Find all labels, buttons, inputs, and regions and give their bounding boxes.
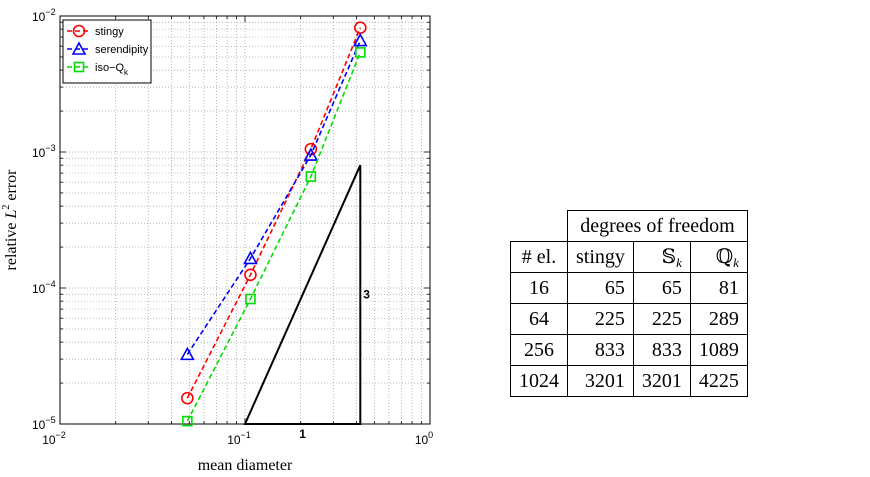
table-row: 256 833 833 1089 [510,334,748,366]
slope-run-label: 1 [299,427,306,441]
table-cell: 4225 [689,365,748,397]
table-column-headers: # el. stingy 𝕊k ℚk [510,241,748,273]
series-square-line [186,52,362,422]
series-square-point [305,171,317,182]
series-triangle [180,32,368,361]
slope-triangle: 1 3 [243,164,370,441]
series-square [182,47,366,427]
table-cell: 3201 [632,365,691,397]
series-circle-point [181,391,194,405]
data-series [180,21,368,427]
legend-marker [71,41,87,55]
series-triangle-point [303,147,319,161]
series-triangle-point [352,32,368,47]
dof-table: degrees of freedom # el. stingy 𝕊k ℚk 16 65 6… [510,210,748,397]
series-square-point [182,415,193,427]
series-triangle-point [180,346,195,361]
series-circle-point [244,268,257,282]
legend-label: serendipity [95,44,149,56]
table-row: 1024 3201 3201 4225 [510,365,748,397]
table-cell: 64 [510,303,568,335]
convergence-chart: 1 3 10−2 10−1 100 10−5 10−4 10−3 10−2 mean di… [1,7,433,474]
table-group-header: degrees of freedom [567,210,748,242]
table-cell: 16 [510,272,568,304]
table-row: 16 65 65 81 [510,272,748,304]
legend-label: iso−Qk [95,62,129,77]
axis-ticks [59,16,430,425]
legend-entry: serendipity [67,41,149,56]
table-cell: 65 [567,272,634,304]
series-triangle-point [243,250,258,265]
table-cell: 833 [632,334,691,366]
y-tick-labels: 10−5 10−4 10−3 10−2 [32,7,56,432]
x-tick-label: 10−1 [227,430,251,447]
table-cell: 289 [689,303,748,335]
legend-label: stingy [95,26,124,38]
series-square-point [245,293,256,305]
y-tick-label: 10−4 [32,279,56,296]
x-tick-label: 10−2 [42,430,66,447]
legend-marker [72,24,86,38]
x-axis-label: mean diameter [198,457,293,474]
table-cell: 1024 [510,365,568,397]
series-triangle-line [186,40,362,355]
x-tick-label: 100 [415,430,433,447]
slope-rise-label: 3 [363,288,370,302]
table-column-header: ℚk [689,241,748,273]
series-circle-line [186,27,362,399]
table-body: 16 65 65 81 64 225 225 289 256 833 833 1089 1024 3201… [510,272,748,397]
slope-triangle-shape [243,164,362,425]
legend-entry: stingy [67,24,124,38]
table-column-header: # el. [510,241,568,273]
table-cell: 256 [510,334,568,366]
legend-entry: iso−Qk [67,61,129,77]
table-cell: 81 [689,272,748,304]
table-cell: 3201 [567,365,634,397]
series-square-point [355,47,366,58]
legend-marker [73,61,85,73]
table-cell: 833 [567,334,634,366]
y-tick-label: 10−3 [32,143,56,160]
legend: stingy serendipity iso−Qk [62,19,152,84]
table-cell: 225 [567,303,634,335]
x-tick-labels: 10−2 10−1 100 [42,430,433,447]
table-column-header: stingy [567,241,634,273]
table-column-header: 𝕊k [632,241,691,273]
table-cell: 65 [632,272,691,304]
table-corner [510,210,568,242]
table-row: 64 225 225 289 [510,303,748,335]
table-cell: 225 [632,303,691,335]
y-tick-label: 10−5 [32,415,56,432]
y-axis-label: relative L2 error [1,169,20,271]
table-cell: 1089 [689,334,748,366]
y-tick-label: 10−2 [32,7,56,24]
